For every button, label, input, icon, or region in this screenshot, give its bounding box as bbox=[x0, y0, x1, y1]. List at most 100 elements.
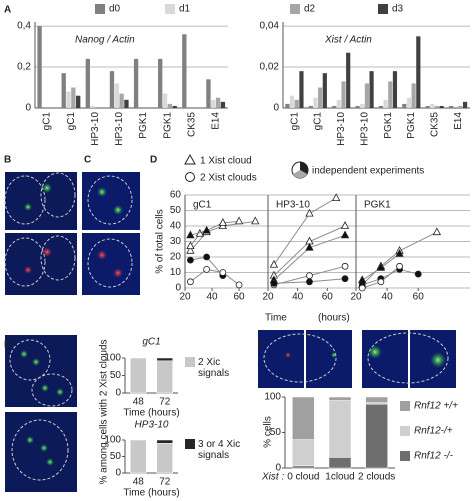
subplot-title: gC1 bbox=[193, 200, 212, 211]
series-line bbox=[190, 268, 240, 286]
bar bbox=[182, 34, 187, 108]
point bbox=[305, 208, 314, 217]
bar bbox=[308, 105, 313, 108]
x-tick-label: CK35 bbox=[186, 112, 197, 137]
bar bbox=[76, 95, 81, 108]
x-tick-label: 40 bbox=[382, 292, 394, 303]
legend-pie bbox=[291, 161, 309, 179]
legend-label: d3 bbox=[392, 4, 404, 15]
chart-title: HP3-10 bbox=[135, 420, 169, 431]
y-tick-label: 0 bbox=[273, 103, 279, 114]
subplot-title: PGK1 bbox=[364, 200, 391, 211]
x-axis-label: Time (hours) bbox=[123, 408, 179, 419]
bar-segment bbox=[156, 443, 173, 474]
bar-segment bbox=[156, 439, 173, 444]
bar bbox=[364, 83, 369, 108]
bar bbox=[318, 87, 323, 108]
y-tick-label: 0 bbox=[115, 468, 121, 479]
legend-label: d2 bbox=[304, 4, 316, 15]
legend-triangle bbox=[184, 153, 196, 165]
chart-title: Xist / Actin bbox=[324, 35, 372, 46]
x-axis-label: (hours) bbox=[318, 313, 350, 324]
y-tick-label: 100 bbox=[104, 435, 121, 446]
legend-label: Rnf12-/+ bbox=[414, 426, 453, 437]
point bbox=[218, 218, 228, 226]
panel-label: C bbox=[84, 155, 91, 166]
point bbox=[202, 225, 211, 234]
micrograph-b bbox=[4, 172, 77, 295]
point bbox=[377, 278, 385, 286]
bar-segment bbox=[365, 396, 388, 403]
point bbox=[396, 262, 403, 270]
point bbox=[414, 270, 422, 278]
legend-label: 2 Xist clouds bbox=[200, 173, 257, 184]
point bbox=[269, 259, 279, 268]
x-tick-label: 48 bbox=[133, 477, 145, 488]
bar bbox=[346, 52, 351, 108]
legend-label: 3 or 4 Xic signals bbox=[198, 439, 241, 461]
legend-swatch bbox=[165, 4, 175, 14]
y-tick-label: 100 bbox=[264, 392, 281, 403]
legend-swatch bbox=[185, 439, 195, 449]
x-tick-label: 60 bbox=[234, 292, 246, 303]
y-tick-label: 40 bbox=[170, 221, 182, 232]
x-tick-label: 72 bbox=[159, 397, 171, 408]
bar bbox=[406, 97, 412, 108]
y-tick-label: 0,2 bbox=[17, 62, 31, 73]
panel-label: A bbox=[4, 5, 11, 16]
bar bbox=[119, 93, 124, 108]
series-line bbox=[190, 220, 240, 247]
point bbox=[270, 279, 278, 287]
point bbox=[235, 281, 243, 289]
bar bbox=[313, 97, 318, 108]
x-tick-label: PGK1 bbox=[383, 112, 394, 139]
point bbox=[234, 216, 244, 225]
x-tick-label: 20 bbox=[179, 292, 191, 303]
panel-label: D bbox=[150, 155, 157, 166]
bar bbox=[458, 105, 463, 108]
point bbox=[186, 241, 195, 250]
point bbox=[331, 193, 341, 202]
bar-segment bbox=[292, 396, 315, 440]
bar bbox=[341, 81, 346, 108]
bar-segment bbox=[328, 396, 352, 401]
bar-segment bbox=[156, 357, 173, 362]
bar-segment bbox=[292, 465, 315, 469]
y-tick-label: 50 bbox=[110, 370, 122, 381]
bar bbox=[37, 26, 42, 108]
point bbox=[219, 269, 227, 276]
x-tick-label: gC1 bbox=[42, 112, 53, 131]
bar-segment bbox=[130, 439, 147, 441]
bar bbox=[162, 93, 168, 108]
legend-swatch bbox=[290, 4, 300, 14]
bar-segment bbox=[328, 457, 352, 469]
bar bbox=[211, 99, 216, 108]
panel-label: E bbox=[4, 340, 11, 351]
legend-swatch bbox=[95, 4, 105, 14]
x-tick-label: 20 bbox=[262, 292, 274, 303]
micrograph-e bbox=[5, 335, 77, 492]
chart-title: Nanog / Actin bbox=[75, 35, 135, 46]
point bbox=[432, 227, 442, 236]
y-tick-label: 50 bbox=[270, 427, 282, 438]
bar bbox=[388, 81, 393, 108]
bar-segment bbox=[328, 400, 352, 458]
legend-label: 1 Xist cloud bbox=[200, 156, 252, 167]
x-axis-label: Xist : bbox=[261, 472, 284, 483]
x-tick-label: 72 bbox=[159, 477, 171, 488]
legend-swatch bbox=[378, 4, 388, 14]
bar bbox=[402, 103, 407, 108]
panel-label: F bbox=[258, 340, 264, 351]
bar bbox=[220, 101, 226, 108]
bar-segment bbox=[156, 360, 173, 394]
bar bbox=[336, 99, 341, 108]
bar bbox=[167, 103, 173, 108]
point bbox=[186, 230, 195, 239]
bar bbox=[439, 105, 444, 108]
bar bbox=[114, 83, 119, 108]
point bbox=[251, 216, 260, 225]
legend-label: Rnf12 -/- bbox=[414, 451, 454, 462]
bar bbox=[109, 71, 115, 108]
bar bbox=[124, 99, 129, 108]
